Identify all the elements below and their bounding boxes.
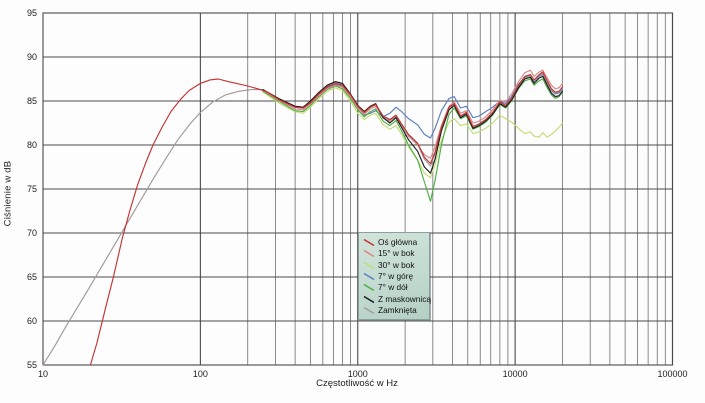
plot-border: [42, 12, 674, 366]
legend-label: 30° w bok: [378, 259, 415, 270]
series-line-1: [262, 69, 564, 159]
x-tick-label: 10: [38, 369, 48, 379]
series-line-2: [262, 87, 564, 179]
legend-line-marker-icon: [363, 261, 375, 269]
y-tick-label: 60: [27, 316, 37, 326]
x-tick-label: 100000: [657, 369, 687, 379]
y-axis-title: Ciśnienie w dB: [2, 160, 14, 227]
legend-item-2: 30° w bok: [363, 260, 425, 271]
series-line-5: [262, 75, 564, 174]
x-tick-label: 100: [193, 369, 208, 379]
series-line-0: [89, 71, 564, 366]
x-tick-label: 10000: [503, 369, 528, 379]
legend-item-1: 15° w bok: [363, 248, 425, 259]
legend-line-marker-icon: [363, 250, 375, 258]
legend-item-5: Z maskownicą: [363, 293, 431, 304]
legend-item-0: Oś główna: [363, 237, 425, 248]
y-tick-label: 90: [27, 52, 37, 62]
legend: Oś główna 15° w bok 30° w bok 7° w górę 7° w…: [358, 232, 431, 321]
y-tick-label: 65: [27, 272, 37, 282]
legend-line-marker-icon: [363, 284, 375, 292]
y-tick-label: 75: [27, 184, 37, 194]
x-axis-title: Częstotliwość w Hz: [316, 378, 398, 389]
legend-label: 7° w dół: [378, 282, 408, 293]
legend-line-marker-icon: [363, 306, 375, 315]
y-tick-label: 80: [27, 140, 37, 150]
y-tick-label: 55: [27, 360, 37, 370]
series-line-4: [262, 78, 564, 202]
y-tick-label: 85: [27, 96, 37, 106]
y-tick-label: 95: [27, 8, 37, 18]
x-tick-label: 1000: [348, 369, 368, 379]
y-tick-label: 70: [27, 228, 37, 238]
legend-line-marker-icon: [363, 295, 375, 303]
legend-label: Z maskownicą: [378, 293, 432, 304]
legend-label: Zamknięta: [378, 304, 417, 315]
legend-line-marker-icon: [363, 272, 375, 281]
legend-label: Oś główna: [378, 237, 418, 248]
legend-item-6: Zamknięta: [363, 305, 425, 316]
legend-item-4: 7° w dół: [363, 282, 425, 293]
legend-item-3: 7° w górę: [363, 271, 425, 282]
legend-label: 7° w górę: [378, 271, 414, 282]
legend-label: 15° w bok: [378, 248, 415, 259]
legend-line-marker-icon: [363, 238, 375, 247]
